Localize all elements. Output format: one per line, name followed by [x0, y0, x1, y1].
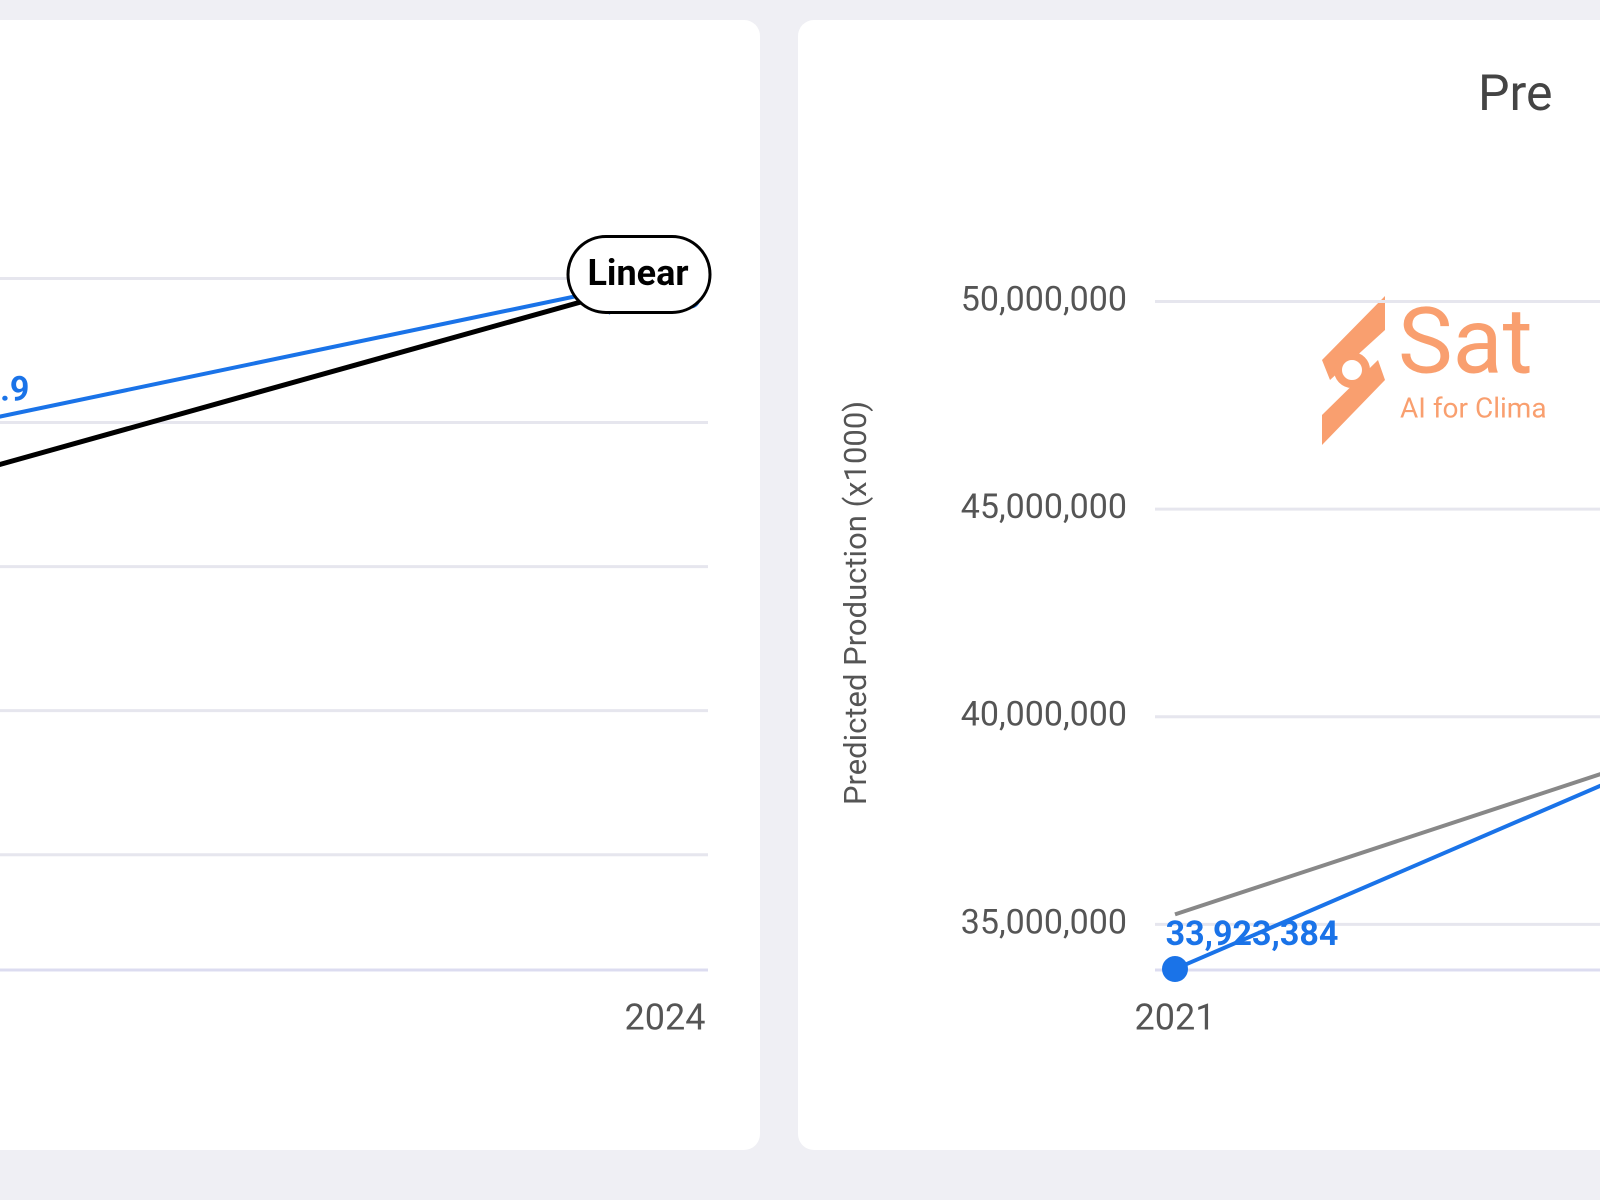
- series-tag: [566, 234, 712, 314]
- y-tick-label: 50,000,000: [961, 280, 1127, 320]
- logo-shape: [1334, 352, 1370, 388]
- card-left: [0, 20, 760, 1150]
- x-tick-label: 2024: [625, 997, 706, 1039]
- data-label: 33,923,384: [1166, 914, 1339, 954]
- series-tag-label: Linear: [587, 252, 688, 294]
- y-tick-label: 35,000,000: [961, 902, 1127, 942]
- logo: [1322, 296, 1385, 445]
- chart-title: Pre: [1478, 65, 1553, 123]
- series-line: [0, 275, 666, 419]
- y-tick-label: 40,000,000: [961, 695, 1127, 735]
- y-tick-label: 45,000,000: [961, 487, 1127, 527]
- y-axis-label: Predicted Production (x1000): [837, 401, 874, 805]
- series-line: [1174, 783, 1600, 971]
- data-label: 9.9: [0, 370, 29, 410]
- watermark-subtitle: AI for Clima: [1400, 391, 1547, 424]
- logo-shape: [1322, 296, 1385, 380]
- series-line: [1174, 772, 1600, 917]
- logo-shape: [1322, 360, 1385, 445]
- data-point: [1162, 956, 1188, 983]
- series-line: [0, 276, 666, 468]
- x-tick-label: 2021: [1135, 997, 1216, 1039]
- card-right: [798, 20, 1600, 1150]
- watermark: Sat: [1398, 288, 1533, 395]
